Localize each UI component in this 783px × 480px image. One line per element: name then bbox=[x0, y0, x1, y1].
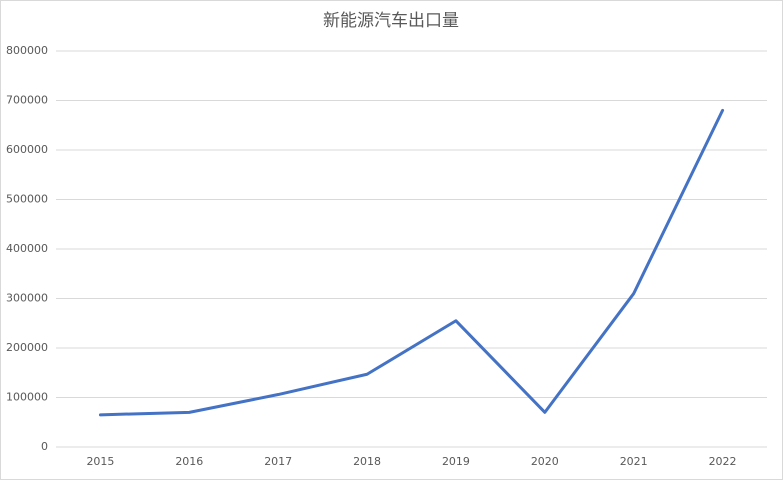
chart-title: 新能源汽车出口量 bbox=[323, 11, 459, 31]
y-tick-label: 200000 bbox=[6, 341, 48, 354]
y-tick-label: 500000 bbox=[6, 193, 48, 206]
x-tick-label: 2019 bbox=[442, 455, 470, 468]
x-tick-label: 2022 bbox=[709, 455, 737, 468]
y-tick-label: 700000 bbox=[6, 94, 48, 107]
y-tick-label: 100000 bbox=[6, 391, 48, 404]
x-tick-label: 2018 bbox=[353, 455, 381, 468]
y-tick-label: 800000 bbox=[6, 44, 48, 57]
data-line bbox=[98, 108, 725, 417]
x-tick-label: 2017 bbox=[264, 455, 292, 468]
y-tick-label: 300000 bbox=[6, 292, 48, 305]
y-tick-label: 400000 bbox=[6, 242, 48, 255]
x-tick-label: 2021 bbox=[620, 455, 648, 468]
y-tick-label: 0 bbox=[41, 440, 48, 453]
y-tick-label: 600000 bbox=[6, 143, 48, 156]
x-tick-label: 2016 bbox=[175, 455, 203, 468]
x-tick-label: 2020 bbox=[531, 455, 559, 468]
x-tick-label: 2015 bbox=[86, 455, 114, 468]
